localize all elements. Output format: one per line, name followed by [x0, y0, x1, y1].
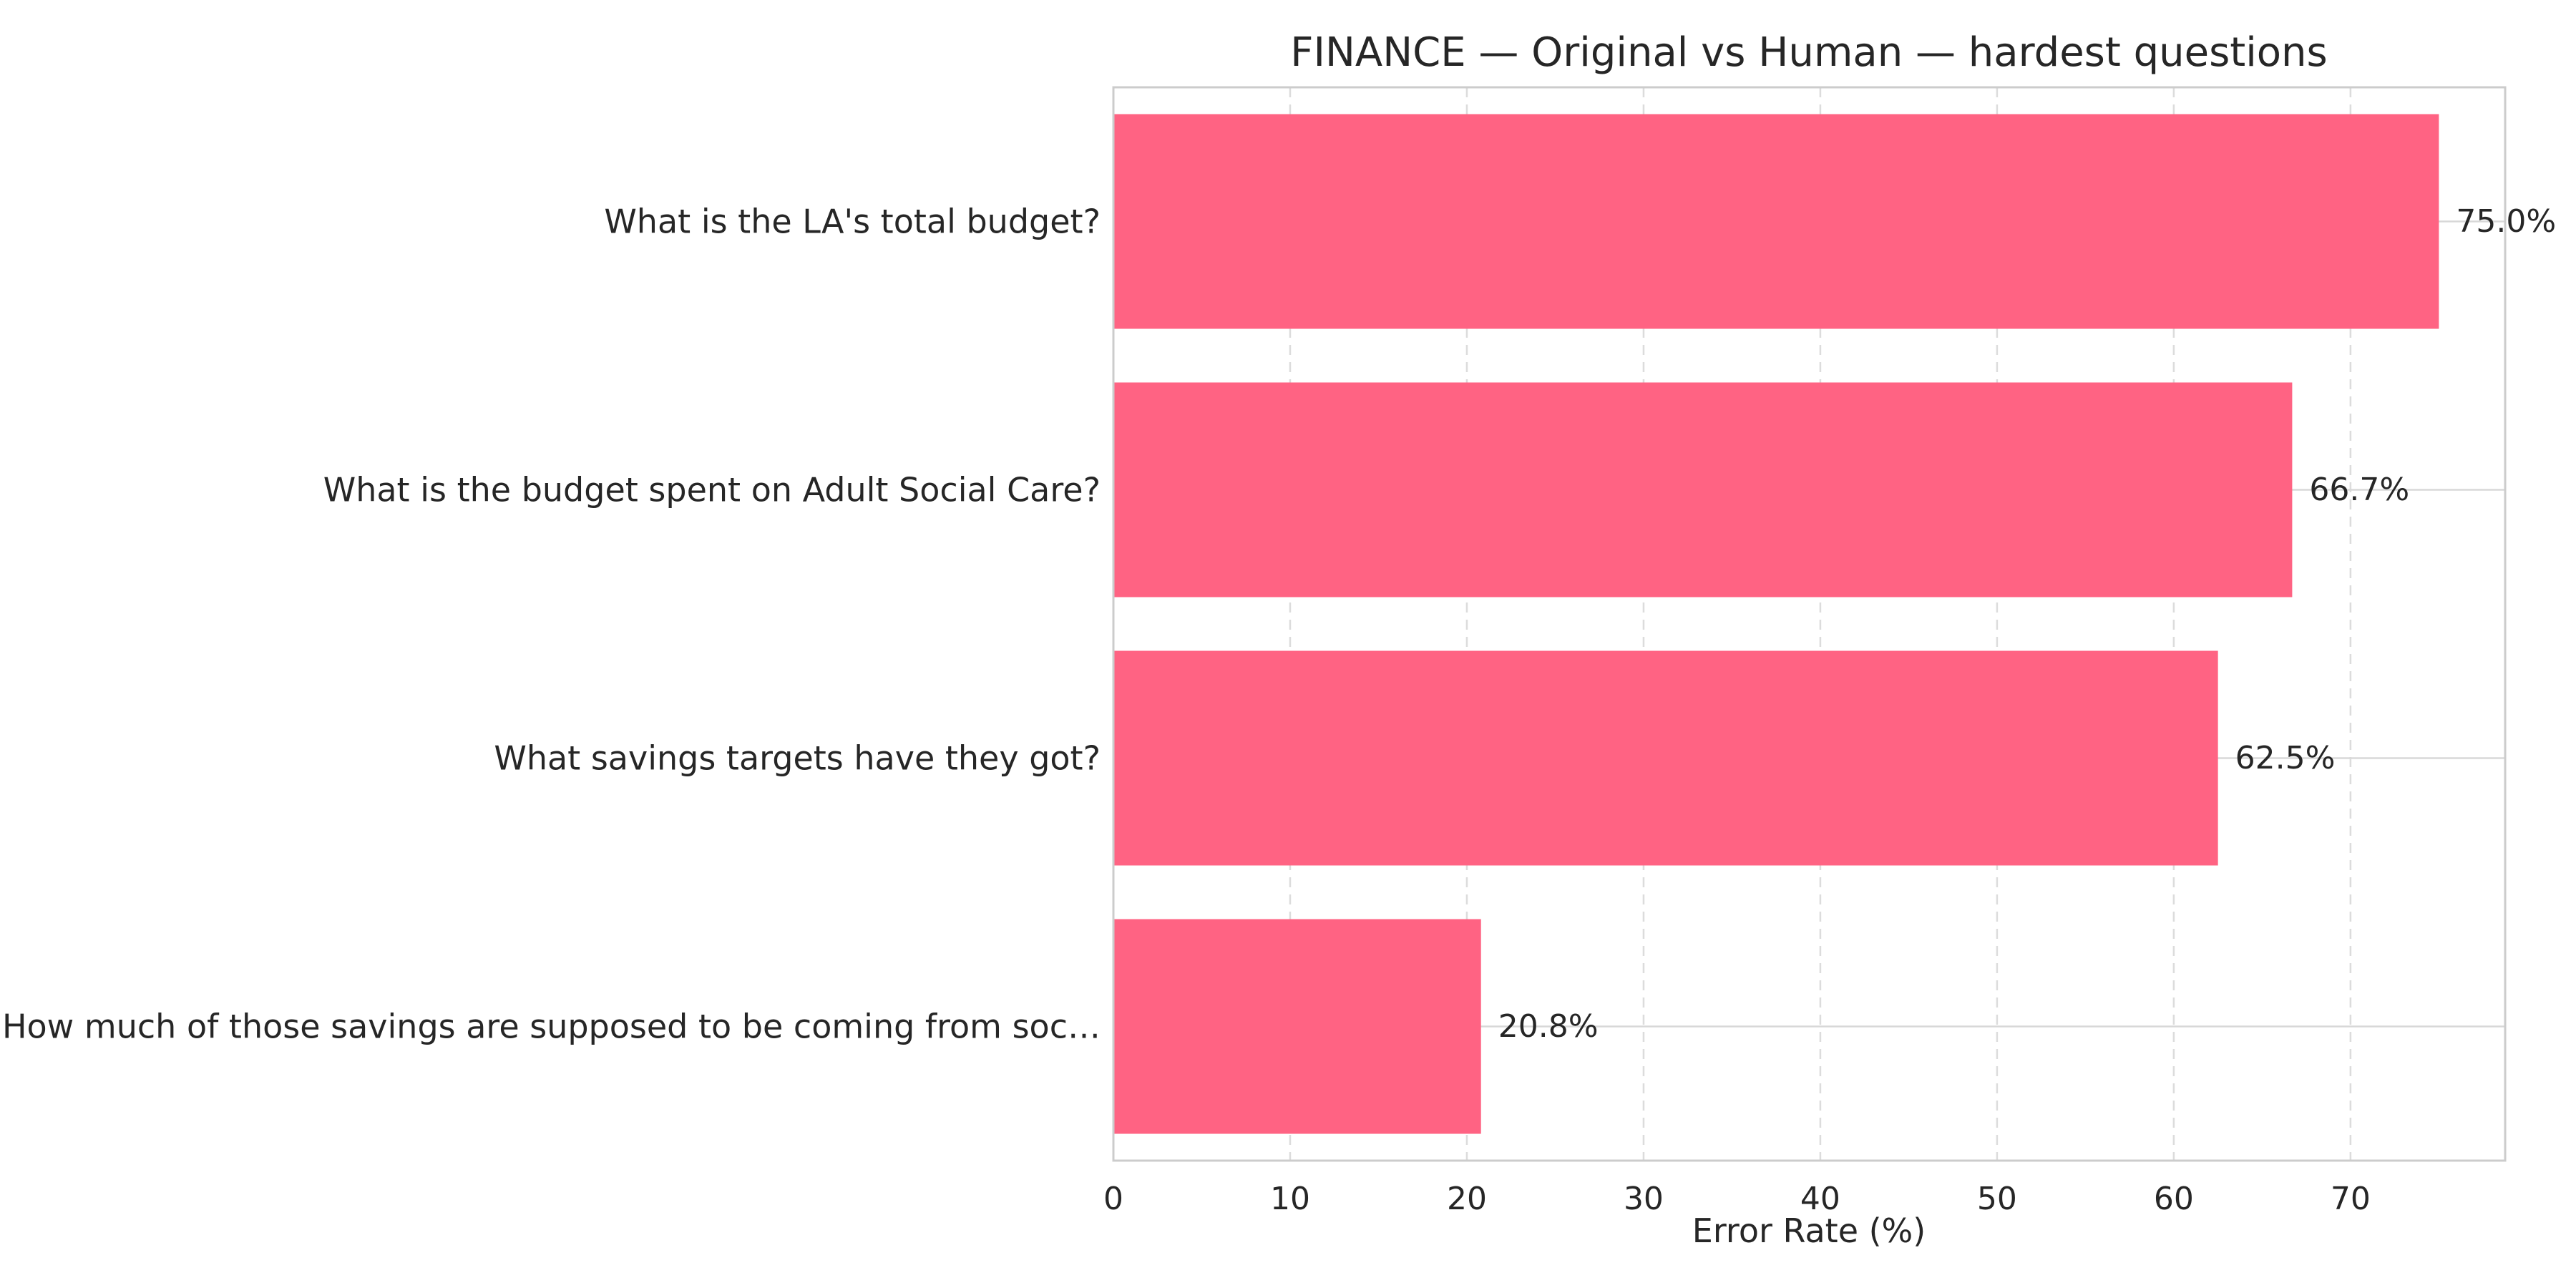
bar [1113, 650, 2218, 866]
y-category-label: How much of those savings are supposed t… [2, 1008, 1101, 1046]
x-tick-label: 20 [1447, 1181, 1487, 1217]
bars-layer [1113, 114, 2439, 1134]
y-category-label: What is the LA's total budget? [604, 203, 1101, 241]
x-tick-label: 10 [1270, 1181, 1310, 1217]
bar [1113, 919, 1481, 1134]
x-tick-label: 70 [2331, 1181, 2371, 1217]
bar-value-label: 75.0% [2456, 203, 2556, 240]
x-tick-label: 40 [1800, 1181, 1840, 1217]
x-tick-label: 50 [1977, 1181, 2017, 1217]
labels-layer: 0 10 20 30 40 50 60 70 75.0% What is the LA's tot… [2, 203, 2556, 1218]
bar-value-label: 62.5% [2235, 740, 2336, 776]
x-axis-label: Error Rate (%) [1692, 1211, 1926, 1250]
x-tick-label: 60 [2154, 1181, 2194, 1217]
chart-title: FINANCE — Original vs Human — hardest qu… [1290, 29, 2327, 76]
plot-frame [1112, 86, 2507, 1162]
y-category-label: What savings targets have they got? [494, 739, 1101, 778]
x-tick-label: 30 [1624, 1181, 1664, 1217]
x-tick-label: 0 [1103, 1181, 1123, 1217]
y-category-label: What is the budget spent on Adult Social… [323, 471, 1101, 509]
bar [1113, 382, 2293, 597]
bar [1113, 114, 2439, 329]
bar-value-label: 20.8% [1498, 1008, 1599, 1045]
bar-value-label: 66.7% [2309, 472, 2409, 508]
